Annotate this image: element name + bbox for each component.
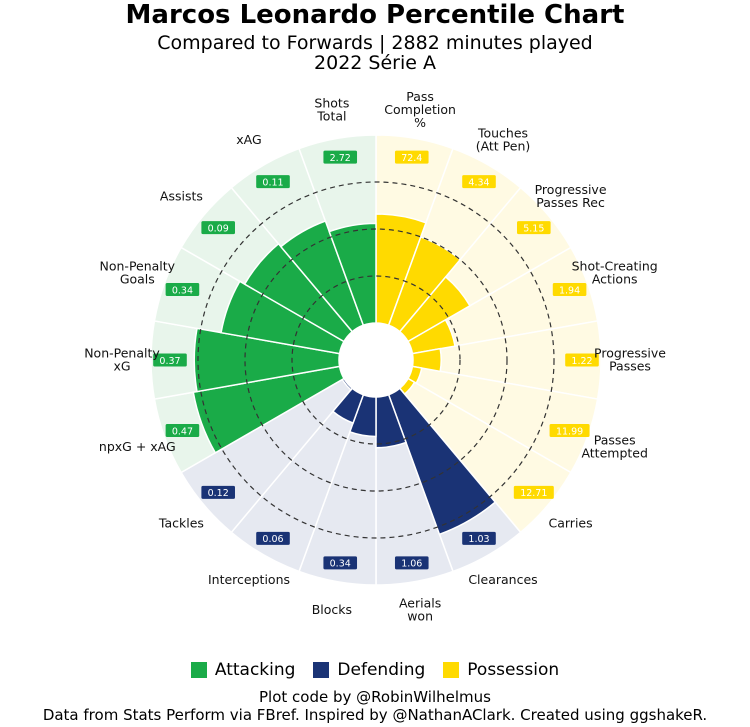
- value-label: 4.34: [468, 177, 489, 188]
- value-label: 5.15: [523, 223, 544, 234]
- stat-label: Pass Completion%: [384, 89, 456, 130]
- legend-label: Possession: [467, 660, 560, 680]
- center-hole: [339, 323, 413, 397]
- value-label: 1.22: [571, 356, 592, 367]
- legend-item-attacking: Attacking: [190, 660, 296, 680]
- value-box: [323, 556, 358, 570]
- stat-label: Tackles: [158, 515, 204, 530]
- stat-label: Progressive Passes Rec: [535, 182, 607, 210]
- footer-source: Data from Stats Perform via FBref. Inspi…: [42, 706, 708, 724]
- value-box: [256, 175, 290, 189]
- stat-label: Non-Penalty Goals: [100, 259, 176, 287]
- value-label: 0.09: [208, 223, 229, 234]
- value-label: 0.34: [172, 285, 193, 296]
- value-label: 0.47: [172, 426, 193, 437]
- value-box: [394, 556, 429, 570]
- value-box: [201, 485, 235, 499]
- stat-label: Blocks: [312, 602, 352, 617]
- legend-swatch: [190, 662, 207, 678]
- stat-label: xAG: [236, 132, 261, 147]
- chart-subtitle-season: 2022 Série A: [314, 52, 436, 74]
- value-label: 12.71: [520, 488, 547, 499]
- footer-credit: Plot code by @RobinWilhelmus: [259, 688, 491, 706]
- gridline-75: [197, 181, 555, 539]
- value-box: [462, 175, 496, 189]
- value-label: 0.34: [330, 559, 351, 570]
- value-box: [549, 423, 590, 437]
- stat-label: Carries: [549, 515, 593, 530]
- stat-label: Passes Attempted: [581, 432, 647, 460]
- value-label: 72.4: [401, 153, 422, 164]
- gridline-50: [244, 228, 508, 492]
- value-label: 0.12: [208, 488, 229, 499]
- legend-label: Defending: [337, 660, 426, 680]
- stat-label: Clearances: [468, 572, 537, 587]
- value-box: [513, 485, 554, 499]
- stat-label: Progressive Passes: [594, 346, 666, 374]
- legend-swatch: [443, 662, 460, 678]
- value-box: [462, 531, 496, 545]
- chart-subtitle: Compared to Forwards | 2882 minutes play…: [157, 32, 593, 54]
- gridline-25: [291, 275, 461, 445]
- stat-label: Shot-Creating Actions: [572, 259, 658, 287]
- value-label: 11.99: [556, 426, 583, 437]
- value-label: 2.72: [330, 153, 351, 164]
- value-label: 1.06: [401, 559, 422, 570]
- value-label: 1.94: [559, 285, 580, 296]
- value-label: 0.11: [262, 177, 283, 188]
- value-label: 0.37: [159, 356, 180, 367]
- value-box: [165, 283, 200, 297]
- stat-label: Touches (Att Pen): [476, 126, 531, 154]
- legend-item-possession: Possession: [443, 660, 559, 680]
- legend-item-defending: Defending: [313, 660, 425, 680]
- stat-label: Aerials won: [399, 596, 441, 624]
- value-box: [565, 353, 599, 367]
- value-box: [165, 423, 200, 437]
- legend-label: Attacking: [214, 660, 296, 680]
- value-box: [153, 353, 187, 367]
- value-box: [201, 221, 235, 235]
- value-box: [394, 150, 429, 164]
- legend-swatch: [313, 662, 330, 678]
- stat-label: Interceptions: [208, 572, 290, 587]
- value-box: [517, 221, 551, 235]
- stat-label: Non-Penalty xG: [84, 346, 160, 374]
- stat-label: npxG + xAG: [99, 439, 176, 454]
- value-box: [323, 150, 358, 164]
- value-label: 0.06: [262, 534, 283, 545]
- stat-label: Assists: [160, 189, 203, 204]
- legend: Attacking Defending Possession: [0, 660, 750, 680]
- value-label: 1.03: [468, 534, 489, 545]
- value-box: [552, 283, 587, 297]
- chart-title: Marcos Leonardo Percentile Chart: [125, 0, 625, 30]
- value-box: [256, 531, 290, 545]
- stat-label: Shots Total: [314, 95, 349, 123]
